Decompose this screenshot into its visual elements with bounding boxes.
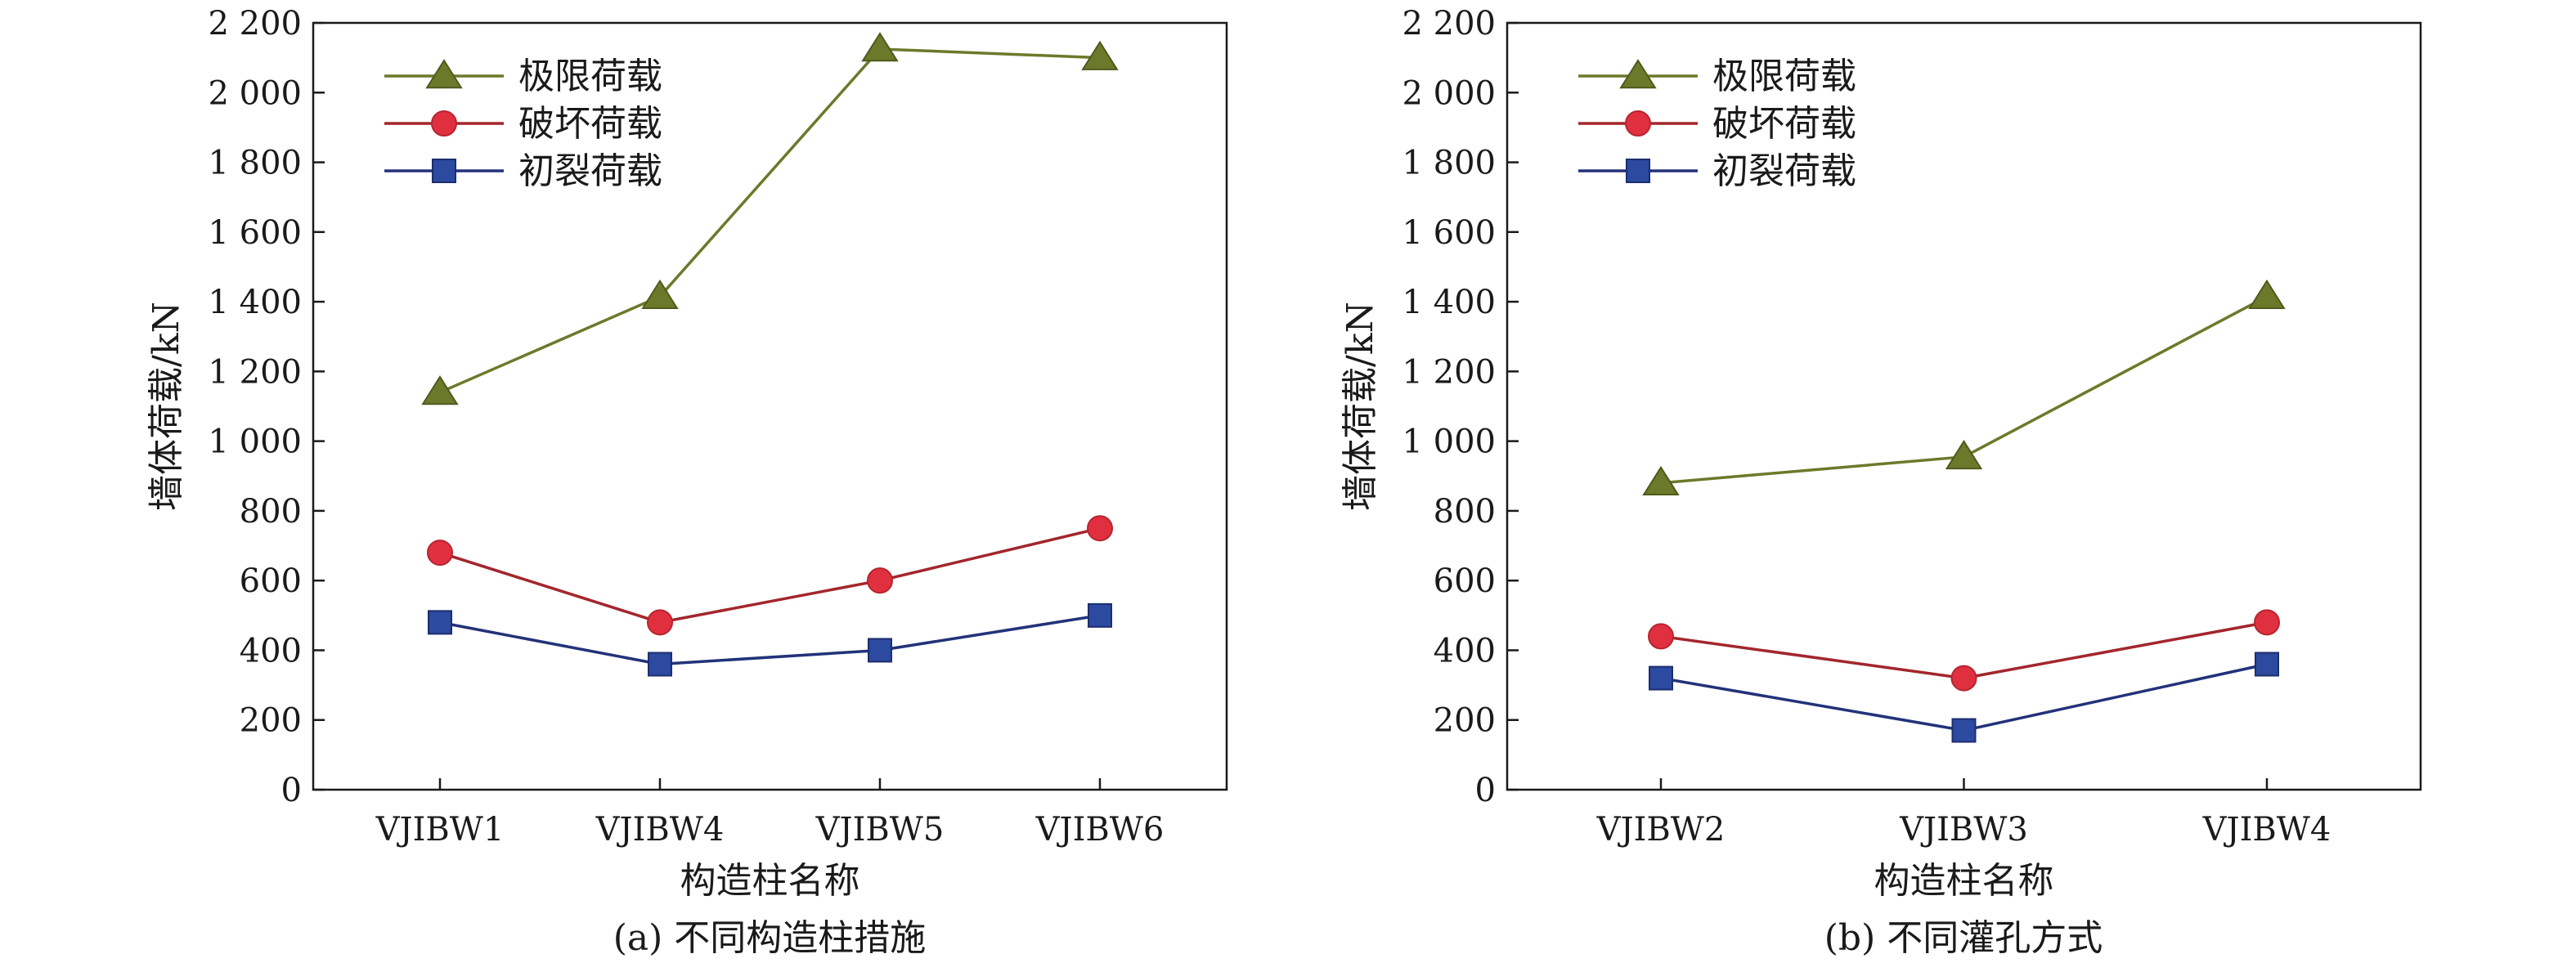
series-circle	[1648, 609, 2280, 692]
x-axis-title: 构造柱名称	[1874, 860, 2054, 902]
series-line	[439, 526, 1101, 625]
x-tick-label: VJIBW4	[2202, 811, 2331, 849]
data-point	[428, 610, 452, 635]
data-point	[867, 567, 893, 594]
panel-caption: (a) 不同构造柱措施	[613, 917, 927, 959]
panel-caption: (b) 不同灌孔方式	[1824, 917, 2103, 959]
x-tick-label: VJIBW3	[1899, 811, 2028, 849]
x-tick-label: VJIBW5	[815, 811, 945, 849]
y-tick-label: 400	[240, 632, 302, 670]
data-point	[1088, 602, 1112, 628]
y-tick-label: 0	[1475, 772, 1496, 809]
x-tick-label: VJIBW6	[1035, 811, 1165, 849]
y-tick-label: 400	[1434, 632, 1496, 670]
y-tick-label: 200	[240, 702, 302, 740]
series-line	[439, 47, 1101, 394]
y-tick-label: 2 000	[208, 74, 302, 112]
series-triangle	[421, 32, 1119, 405]
legend-marker	[1626, 159, 1650, 183]
series-circle	[427, 515, 1113, 636]
y-tick-label: 2 200	[1402, 5, 1496, 43]
y-tick-label: 1 600	[1402, 214, 1496, 252]
legend-label: 破坏荷载	[1712, 103, 1856, 145]
y-tick-label: 800	[1434, 493, 1496, 531]
y-tick-label: 1 200	[208, 353, 302, 391]
x-tick-label: VJIBW4	[595, 811, 725, 849]
legend-marker	[1619, 59, 1657, 89]
data-point	[1951, 718, 1977, 743]
y-tick-label: 1 800	[208, 145, 302, 182]
data-point	[2248, 279, 2286, 309]
data-point	[868, 638, 892, 663]
data-point	[648, 652, 672, 677]
x-tick-label: VJIBW2	[1596, 811, 1726, 849]
y-tick-label: 1 800	[1402, 145, 1496, 182]
y-tick-label: 0	[281, 772, 302, 809]
legend-label: 破坏荷载	[518, 103, 662, 145]
data-point	[1642, 465, 1680, 496]
legend-marker	[1625, 110, 1651, 137]
legend-marker	[431, 110, 457, 137]
legend-label: 初裂荷载	[518, 150, 662, 192]
legend-marker	[432, 159, 456, 183]
y-tick-label: 600	[1434, 562, 1496, 600]
data-point	[427, 540, 453, 567]
data-point	[2254, 609, 2280, 636]
data-point	[1945, 439, 1983, 470]
legend-label: 极限荷载	[1712, 56, 1856, 97]
x-axis-title: 构造柱名称	[680, 860, 860, 902]
y-tick-label: 800	[240, 493, 302, 531]
y-tick-label: 600	[240, 562, 302, 600]
chart-panel-a: 0 200 400 600 800 1 000 1 200 1 400 1 600 1 800 2 …	[146, 5, 1228, 959]
y-axis-title: 墙体荷载/kN	[1340, 302, 1381, 511]
y-tick-label: 2 000	[1402, 74, 1496, 112]
y-tick-label: 2 200	[208, 5, 302, 43]
y-tick-label: 1 200	[1402, 353, 1496, 391]
y-axis-title: 墙体荷载/kN	[146, 302, 187, 511]
series-square	[428, 602, 1112, 677]
y-tick-label: 1 000	[208, 423, 302, 461]
data-point	[1649, 665, 1673, 691]
chart-panel-b: 0 200 400 600 800 1 000 1 200 1 400 1 600 1 800 2 …	[1340, 5, 2422, 959]
y-tick-label: 1 400	[208, 284, 302, 321]
y-tick-label: 1 000	[1402, 423, 1496, 461]
series-line	[439, 614, 1101, 666]
data-point	[861, 32, 899, 62]
data-point	[641, 279, 679, 309]
plot-frame	[312, 21, 1228, 791]
data-point	[421, 375, 459, 405]
legend-marker	[425, 59, 463, 89]
y-tick-label: 200	[1434, 702, 1496, 740]
legend-label: 极限荷载	[518, 56, 662, 97]
data-point	[1087, 515, 1113, 542]
series-square	[1649, 652, 2279, 743]
y-tick-label: 1 400	[1402, 284, 1496, 321]
data-point	[1081, 40, 1119, 70]
legend-label: 初裂荷载	[1712, 150, 1856, 192]
data-point	[1648, 623, 1674, 650]
data-point	[2255, 652, 2279, 677]
series-triangle	[1642, 279, 2286, 496]
data-point	[647, 609, 673, 636]
data-point	[1950, 665, 1977, 692]
x-tick-label: VJIBW1	[375, 811, 505, 849]
y-tick-label: 1 600	[208, 214, 302, 252]
